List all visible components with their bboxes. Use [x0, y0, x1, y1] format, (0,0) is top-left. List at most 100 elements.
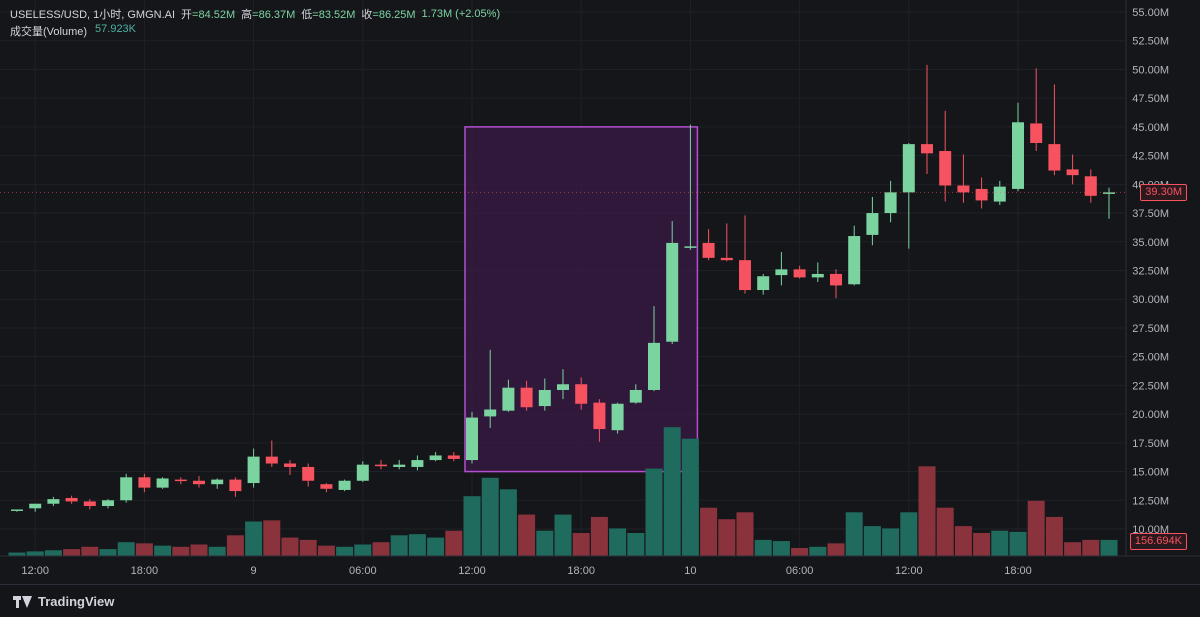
volume-bar	[463, 496, 481, 556]
volume-bar	[954, 526, 972, 556]
tradingview-logo[interactable]: TradingView	[13, 594, 114, 609]
volume-bar	[1009, 531, 1027, 556]
volume-bar	[226, 535, 244, 556]
candle-body	[411, 460, 424, 467]
volume-bar	[299, 539, 317, 556]
candle-body	[1048, 144, 1061, 171]
candle-body	[775, 269, 788, 276]
volume-bar	[681, 438, 699, 556]
volume-bar	[554, 514, 572, 556]
volume-bar	[882, 528, 900, 556]
volume-bar	[609, 528, 627, 556]
candle-body	[1012, 122, 1024, 189]
candle-body	[993, 186, 1006, 202]
candle-body	[1030, 123, 1043, 143]
candlestick-chart[interactable]: 10.00M12.50M15.00M17.50M20.00M22.50M25.0…	[0, 0, 1200, 584]
candle-body	[921, 144, 933, 154]
volume-bar	[791, 547, 809, 556]
volume-value: 57.923K	[95, 23, 137, 35]
symbol-label[interactable]: USELESS/USD, 1小时, GMGN.AI	[10, 9, 176, 21]
volume-bar	[700, 507, 718, 556]
volume-bar	[481, 477, 499, 556]
volume-bar	[445, 530, 463, 556]
price-tick-label: 12.50M	[1132, 495, 1169, 507]
volume-bar	[81, 546, 99, 556]
candle-body	[247, 456, 260, 484]
price-tick-label: 45.00M	[1132, 122, 1169, 134]
volume-bar	[900, 512, 918, 556]
candle-body	[174, 479, 187, 482]
candle-body	[193, 480, 205, 485]
volume-bar	[590, 516, 608, 556]
candle-body	[265, 456, 278, 464]
volume-bar	[918, 466, 936, 556]
volume-bar	[1082, 539, 1100, 556]
candle-body	[902, 144, 915, 193]
candle-body	[593, 402, 606, 430]
candle-body	[975, 188, 988, 201]
candle-body	[520, 387, 533, 408]
low-label: 低	[301, 9, 313, 21]
volume-bar	[135, 543, 153, 556]
volume-bar	[827, 543, 845, 556]
candle-body	[302, 466, 315, 481]
footer: TradingView	[0, 584, 1200, 617]
candle-body	[375, 464, 387, 467]
candle-body	[502, 387, 515, 411]
volume-bar	[63, 549, 81, 556]
volume-bar	[936, 507, 954, 556]
volume-bar	[863, 526, 881, 556]
volume-bar	[845, 512, 863, 556]
candle-body	[884, 192, 897, 214]
candle-body	[211, 479, 224, 485]
candle-body	[957, 185, 970, 193]
candle-body	[611, 403, 624, 431]
time-tick-label: 18:00	[131, 565, 159, 577]
candle-body	[720, 257, 733, 261]
candle-body	[29, 503, 42, 509]
volume-bar	[354, 544, 372, 556]
price-tick-label: 22.50M	[1132, 380, 1169, 392]
candle-body	[739, 260, 751, 291]
tradingview-icon	[13, 595, 33, 608]
price-tick-label: 20.00M	[1132, 409, 1169, 421]
candle-body	[830, 273, 842, 286]
candle-body	[866, 213, 879, 235]
candle-body	[939, 151, 952, 186]
highlight-rectangle	[464, 126, 699, 473]
volume-bar	[627, 533, 645, 556]
candle-body	[447, 455, 460, 459]
volume-label[interactable]: 成交量(Volume)	[10, 26, 88, 38]
volume-bar	[263, 520, 281, 556]
candle-body	[793, 269, 806, 278]
volume-bar	[718, 519, 736, 556]
time-tick-label: 06:00	[786, 565, 814, 577]
candle-body	[156, 478, 169, 488]
candle-body	[684, 246, 697, 248]
candle-body	[466, 417, 478, 461]
candle-body	[666, 242, 679, 342]
candle-body	[1084, 176, 1097, 196]
time-tick-label: 06:00	[349, 565, 377, 577]
time-tick-label: 12:00	[21, 565, 49, 577]
volume-bar	[44, 550, 62, 556]
time-tick-label: 10	[684, 565, 696, 577]
candle-body	[811, 273, 824, 278]
volume-bar	[754, 539, 772, 556]
candle-body	[848, 236, 861, 285]
last-volume-tag: 156.694K	[1129, 533, 1187, 550]
time-tick-label: 18:00	[567, 565, 595, 577]
volume-bar	[572, 533, 590, 556]
volume-bar	[991, 530, 1009, 556]
close-value: =86.25M	[372, 9, 416, 21]
candle-body	[538, 389, 551, 407]
price-axis	[1126, 0, 1200, 556]
volume-bar	[317, 545, 335, 556]
candle-body	[356, 464, 369, 481]
candle-body	[11, 509, 23, 511]
time-tick-label: 9	[251, 565, 257, 577]
price-tick-label: 25.00M	[1132, 352, 1169, 364]
volume-bar	[117, 542, 135, 556]
volume-bar	[499, 489, 517, 556]
volume-bar	[245, 521, 263, 556]
